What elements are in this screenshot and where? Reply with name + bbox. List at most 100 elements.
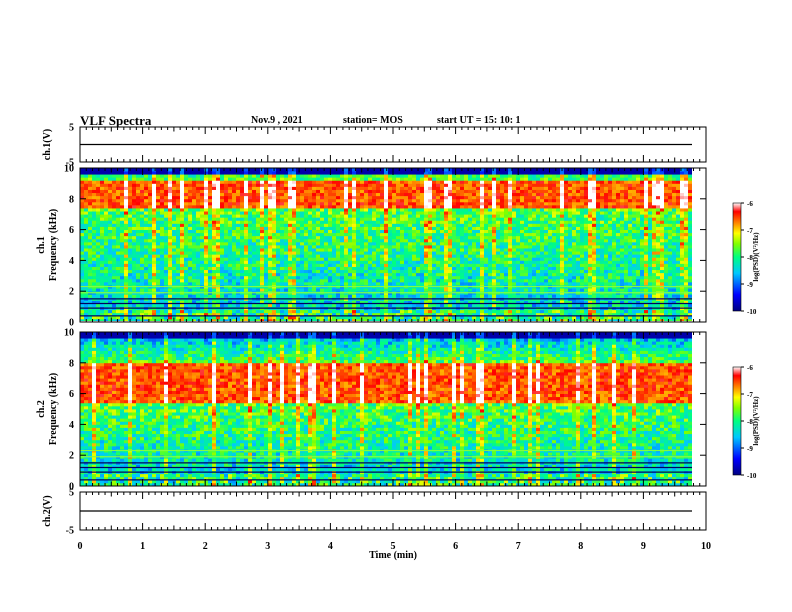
spectrogram-cell bbox=[400, 189, 405, 194]
spectrogram-cell bbox=[188, 204, 193, 209]
spectrogram-cell bbox=[200, 260, 205, 264]
spectrogram-cell bbox=[80, 315, 85, 320]
spectrogram-cell bbox=[192, 257, 197, 261]
spectrogram-cell bbox=[276, 198, 281, 203]
spectrogram-cell bbox=[392, 168, 397, 172]
spectrogram-cell bbox=[96, 171, 101, 175]
spectrogram-cell bbox=[120, 300, 125, 304]
spectrogram-cell bbox=[248, 278, 253, 283]
spectrogram-cell bbox=[240, 183, 245, 187]
spectrogram-cell bbox=[92, 300, 97, 304]
spectrogram-cell bbox=[432, 281, 437, 286]
spectrogram-cell bbox=[180, 312, 185, 317]
spectrogram-cell bbox=[232, 229, 237, 234]
spectrogram-cell bbox=[80, 266, 85, 271]
spectrogram-cell bbox=[264, 201, 269, 206]
spectrogram-cell bbox=[312, 275, 317, 280]
spectrogram-cell bbox=[220, 315, 225, 320]
spectrogram-cell bbox=[320, 198, 325, 203]
spectrogram-cell bbox=[472, 195, 477, 200]
spectrogram-cell bbox=[192, 217, 197, 221]
spectrogram-cell bbox=[460, 198, 465, 203]
spectrogram-cell bbox=[292, 315, 297, 320]
spectrogram-cell bbox=[188, 174, 193, 178]
spectrogram-cell bbox=[404, 248, 409, 252]
spectrogram-cell bbox=[368, 217, 373, 221]
spectrogram-cell bbox=[100, 204, 105, 209]
spectrogram-cell bbox=[220, 229, 225, 234]
spectrogram-cell bbox=[392, 312, 397, 317]
spectrogram-cell bbox=[100, 174, 105, 178]
spectrogram-cell bbox=[100, 278, 105, 283]
spectrogram-cell bbox=[460, 294, 465, 298]
spectrogram-cell bbox=[332, 257, 337, 261]
spectrogram-cell bbox=[308, 232, 313, 237]
spectrogram-cell bbox=[264, 180, 269, 184]
spectrogram-cell bbox=[440, 168, 445, 172]
spectrogram-cell bbox=[280, 248, 285, 252]
spectrogram-cell bbox=[144, 251, 149, 255]
spectrogram-cell bbox=[404, 275, 409, 280]
spectrogram-cell bbox=[100, 211, 105, 215]
spectrogram-cell bbox=[364, 223, 369, 227]
spectrogram-cell bbox=[404, 300, 409, 304]
spectrogram-cell bbox=[404, 198, 409, 203]
spectrogram-cell bbox=[408, 245, 413, 249]
spectrogram-cell bbox=[180, 318, 185, 321]
spectrogram-cell bbox=[412, 275, 417, 280]
spectrogram-cell bbox=[356, 195, 361, 200]
spectrogram-cell bbox=[196, 275, 201, 280]
spectrogram-cell bbox=[100, 251, 105, 255]
spectrogram-cell bbox=[444, 288, 449, 292]
spectrogram-cell bbox=[452, 217, 457, 221]
spectrogram-cell bbox=[468, 226, 473, 230]
spectrogram-cell bbox=[208, 245, 213, 249]
spectrogram-cell bbox=[300, 251, 305, 255]
spectrogram-cell bbox=[372, 260, 377, 264]
spectrogram-cell bbox=[416, 248, 421, 252]
spectrogram-cell bbox=[224, 168, 229, 172]
spectrogram-cell bbox=[144, 312, 149, 317]
spectrogram-cell bbox=[464, 198, 469, 203]
spectrogram-cell bbox=[264, 186, 269, 190]
spectrogram-cell bbox=[456, 312, 461, 317]
spectrogram-cell bbox=[292, 260, 297, 264]
spectrogram-cell bbox=[144, 192, 149, 197]
spectrogram-cell bbox=[412, 288, 417, 292]
spectrogram-cell bbox=[240, 180, 245, 184]
spectrogram-cell bbox=[132, 254, 137, 258]
spectrogram-cell bbox=[268, 174, 273, 178]
spectrogram-cell bbox=[336, 241, 341, 246]
spectrogram-cell bbox=[324, 223, 329, 227]
spectrogram-cell bbox=[376, 223, 381, 227]
spectrogram-cell bbox=[84, 241, 89, 246]
spectrogram-cell bbox=[80, 180, 85, 184]
spectrogram-cell bbox=[156, 260, 161, 264]
spectrogram-cell bbox=[292, 266, 297, 271]
spectrogram-cell bbox=[108, 208, 113, 212]
spectrogram-cell bbox=[284, 300, 289, 304]
spectrogram-cell bbox=[324, 254, 329, 258]
spectrogram-cell bbox=[380, 263, 385, 267]
spectrogram-cell bbox=[324, 189, 329, 194]
spectrogram-cell bbox=[248, 189, 253, 194]
spectrogram-cell bbox=[368, 208, 373, 212]
spectrogram-cell bbox=[180, 251, 185, 255]
spectrogram-cell bbox=[356, 241, 361, 246]
spectrogram-cell bbox=[396, 254, 401, 258]
spectrogram-cell bbox=[404, 220, 409, 224]
spectrogram-cell bbox=[352, 294, 357, 298]
spectrogram-cell bbox=[248, 168, 253, 172]
spectrogram-cell bbox=[396, 294, 401, 298]
spectrogram-cell bbox=[316, 229, 321, 234]
spectrogram-cell bbox=[392, 278, 397, 283]
spectrogram-cell bbox=[212, 235, 217, 240]
spectrogram-cell bbox=[456, 220, 461, 224]
spectrogram-cell bbox=[332, 303, 337, 307]
spectrogram-cell bbox=[276, 241, 281, 246]
spectrogram-cell bbox=[372, 300, 377, 304]
spectrogram-cell bbox=[380, 204, 385, 209]
spectrogram-cell bbox=[180, 189, 185, 194]
spectrogram-cell bbox=[252, 229, 257, 234]
spectrogram-cell bbox=[160, 288, 165, 292]
